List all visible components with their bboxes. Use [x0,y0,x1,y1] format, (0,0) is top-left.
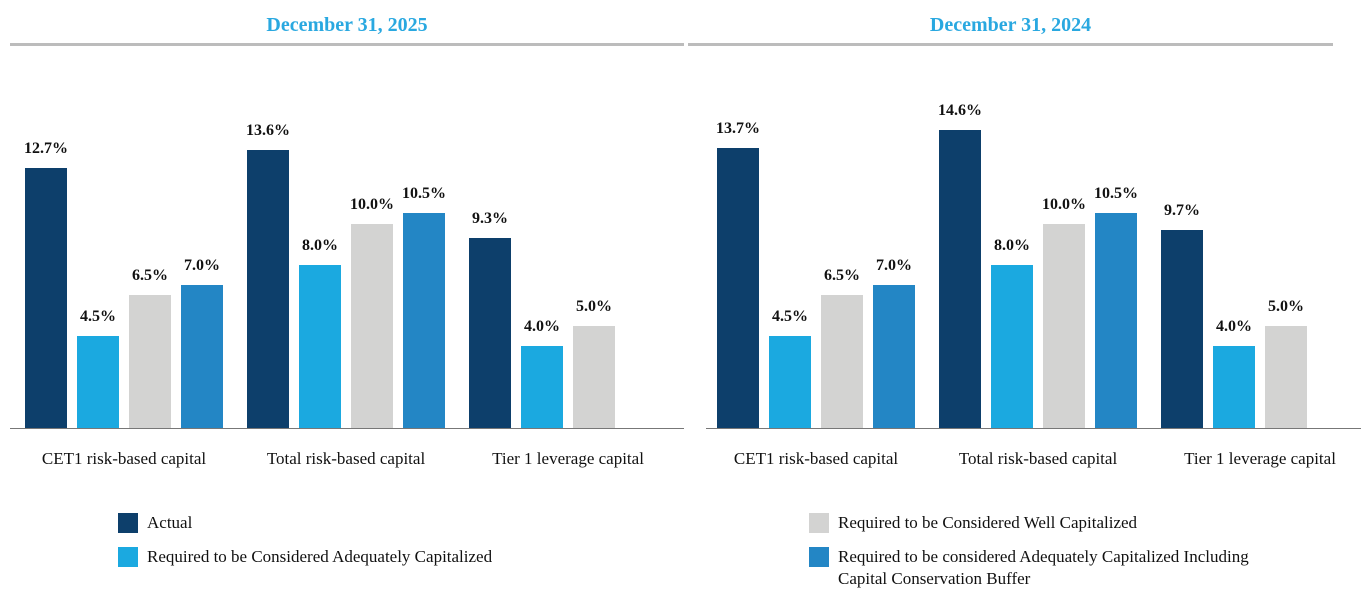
value-label: 6.5% [824,267,860,285]
bar [521,346,563,428]
value-label: 12.7% [24,140,68,158]
value-label: 7.0% [876,256,912,274]
bar [1265,325,1307,428]
legend-label: Actual [147,513,193,532]
value-label: 10.0% [350,195,394,213]
bar [1213,346,1255,428]
x-tick-label: CET1 risk-based capital [41,449,207,468]
value-label: 4.0% [524,318,560,336]
baseline [10,428,684,429]
x-tick-label: CET1 risk-based capital [733,449,899,468]
title-rule [10,43,684,46]
value-label: 8.0% [994,236,1030,254]
value-label: 5.0% [1268,297,1304,315]
value-label: 10.5% [1094,185,1138,203]
bar [1161,229,1203,428]
value-label: 9.3% [472,209,508,227]
bar [181,284,223,428]
value-label: 4.5% [772,308,808,326]
value-label: 10.5% [402,185,446,203]
bar [769,336,811,428]
title-rule [688,43,1333,46]
baseline [706,428,1361,429]
bar [129,295,171,428]
value-label: 5.0% [576,297,612,315]
value-label: 10.0% [1042,195,1086,213]
panel-title: December 31, 2024 [929,14,1092,36]
legend-swatch [809,513,829,533]
value-label: 14.6% [938,101,982,119]
bar [299,264,341,428]
bar [1095,213,1137,428]
legend-label: Required to be Considered Adequately Cap… [147,547,493,566]
bar [939,129,981,428]
bar [873,284,915,428]
value-label: 9.7% [1164,201,1200,219]
legend-swatch [118,547,138,567]
x-tick-label: Total risk-based capital [266,449,426,468]
bar [403,213,445,428]
bar [247,150,289,428]
bar [469,237,511,428]
bar [77,336,119,428]
legend-label: Required to be considered Adequately Cap… [838,547,1249,588]
x-tick-label: Tier 1 leverage capital [492,449,644,468]
bar [25,168,67,428]
value-label: 4.0% [1216,318,1252,336]
x-tick-label: Tier 1 leverage capital [1184,449,1336,468]
value-label: 13.6% [246,122,290,140]
bar [351,223,393,428]
value-label: 7.0% [184,256,220,274]
bar [1043,223,1085,428]
panel-title: December 31, 2025 [266,14,428,36]
bar [717,148,759,428]
legend-label: Required to be Considered Well Capitaliz… [838,513,1138,532]
bar [573,325,615,428]
legend-swatch [809,547,829,567]
value-label: 4.5% [80,308,116,326]
bar [991,264,1033,428]
x-tick-label: Total risk-based capital [958,449,1118,468]
value-label: 8.0% [302,236,338,254]
value-label: 13.7% [716,120,760,137]
value-label: 6.5% [132,267,168,285]
bar [821,295,863,428]
legend-swatch [118,513,138,533]
